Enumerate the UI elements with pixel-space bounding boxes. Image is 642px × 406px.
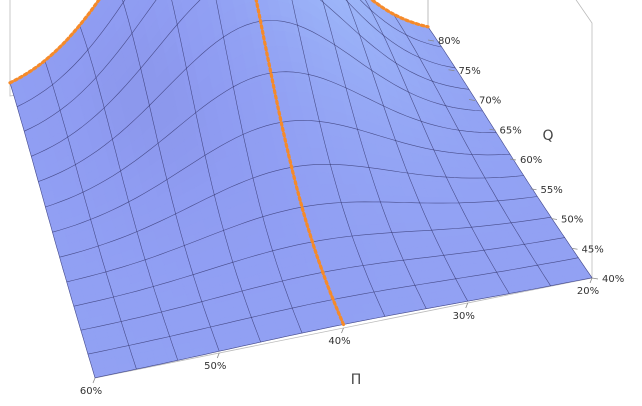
x-tick-mark: [589, 277, 593, 284]
y-tick-label: 45%: [582, 244, 604, 255]
y-tick-label: 55%: [541, 185, 563, 196]
y-tick-label: 60%: [520, 155, 542, 166]
x-tick-mark: [216, 352, 220, 359]
y-tick-mark: [448, 69, 455, 72]
x-tick-label: 30%: [453, 311, 475, 322]
x-tick-label: 60%: [80, 386, 102, 397]
y-tick-mark: [550, 218, 558, 220]
surface-patch: [152, 0, 161, 8]
highlight-curve-x: [8, 0, 430, 85]
x-tick-mark: [92, 377, 96, 384]
y-tick-mark: [489, 128, 496, 131]
surface: [9, 0, 593, 379]
x-axis-ticks: 20% 30% 40% 50% 60%: [80, 277, 599, 397]
mesh-line-y: [16, 0, 442, 107]
y-tick-label: 65%: [500, 125, 522, 136]
y-axis-ticks: 40% 45% 50% 55% 60% 65% 70% 75% 80%: [427, 36, 624, 285]
highlighted-curves: [8, 0, 430, 327]
y-tick-mark: [530, 188, 537, 191]
highlight-curve-y: [254, 0, 346, 327]
x-tick-label: 20%: [577, 286, 599, 297]
x-axis-title: Π: [351, 372, 362, 388]
y-tick-mark: [591, 277, 599, 280]
y-tick-mark: [571, 247, 578, 250]
mesh-line-y: [31, 0, 470, 157]
x-tick-mark: [465, 302, 469, 309]
x-tick-label: 50%: [204, 361, 226, 372]
y-tick-mark: [509, 158, 517, 161]
y-tick-label: 75%: [459, 66, 481, 77]
y-tick-label: 40%: [602, 274, 624, 285]
y-axis-title: Q: [542, 128, 553, 144]
mesh-line-y: [24, 0, 456, 132]
y-tick-mark: [468, 99, 476, 101]
x-tick-mark: [341, 327, 344, 334]
y-tick-label: 80%: [438, 36, 460, 47]
x-tick-label: 40%: [328, 336, 350, 347]
y-tick-label: 70%: [479, 96, 501, 107]
y-tick-mark: [427, 39, 435, 42]
y-tick-label: 50%: [561, 215, 583, 226]
surface-patch: [106, 0, 115, 8]
